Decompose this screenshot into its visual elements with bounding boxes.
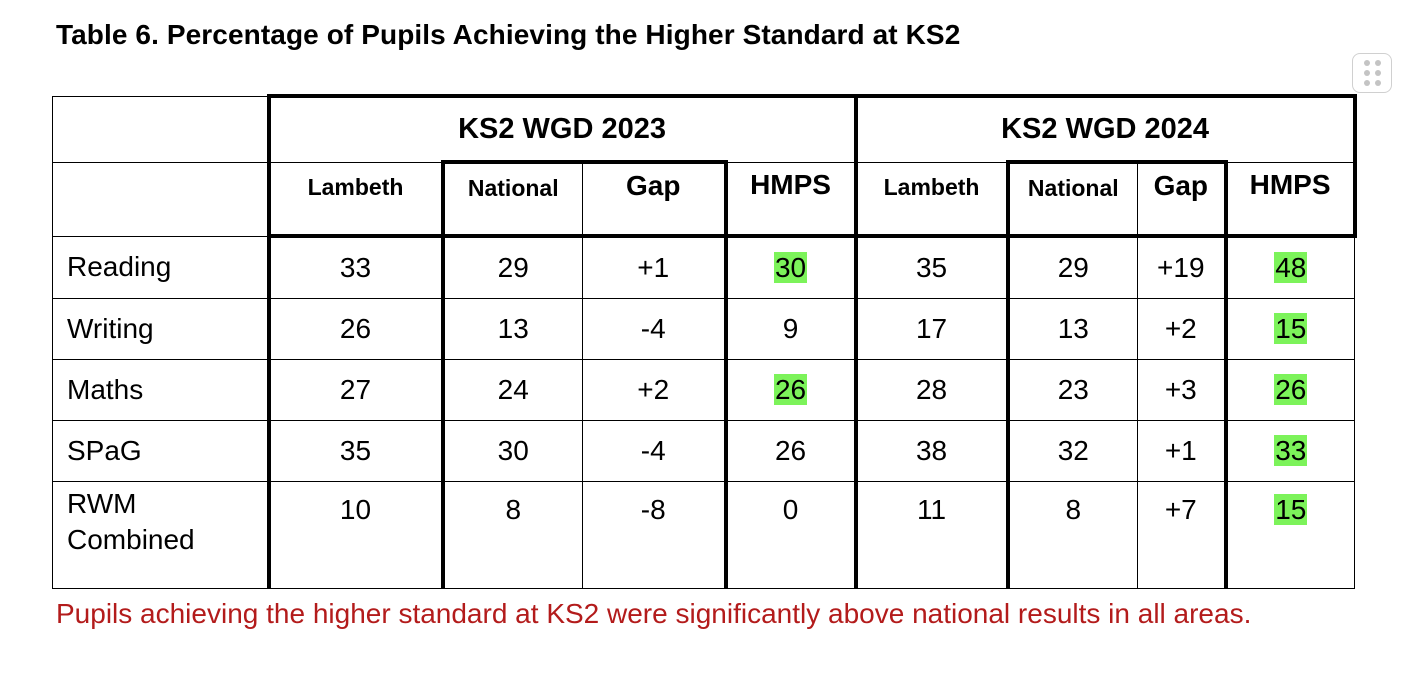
table-row: SPaG 35 30 -4 26 38 32 +1 33	[52, 420, 1356, 482]
drag-handle-icon[interactable]	[1352, 53, 1392, 93]
corner-cell	[52, 95, 269, 163]
cell-gap-2023: -8	[582, 481, 728, 589]
cell-hmps-2023: 26	[724, 420, 858, 482]
cell-gap-2024: +2	[1137, 298, 1228, 360]
cell-lambeth-2023: 10	[266, 481, 443, 589]
cell-lambeth-2024: 11	[855, 481, 1009, 589]
col-gap-2024: Gap	[1137, 160, 1228, 238]
row-label: SPaG	[52, 420, 269, 482]
cell-gap-2024: +3	[1137, 359, 1228, 421]
cell-hmps-2023: 26	[724, 359, 858, 421]
row-label: RWM Combined	[52, 481, 269, 589]
table-row: Reading 33 29 +1 30 35 29 +19 48	[52, 235, 1356, 299]
cell-hmps-2024: 15	[1225, 298, 1356, 360]
table-row: Maths 27 24 +2 26 28 23 +3 26	[52, 359, 1356, 421]
cell-hmps-2024: 15	[1225, 481, 1356, 589]
highlighted-value: 33	[1274, 435, 1308, 466]
cell-national-2024: 8	[1005, 481, 1139, 589]
cell-hmps-2023: 30	[724, 235, 858, 299]
cell-lambeth-2023: 27	[266, 359, 443, 421]
cell-lambeth-2024: 17	[855, 298, 1009, 360]
results-table: KS2 WGD 2023 KS2 WGD 2024 Lambeth Nation…	[52, 94, 1357, 589]
col-gap-2023: Gap	[582, 160, 728, 238]
highlighted-value: 15	[1274, 494, 1308, 525]
cell-lambeth-2024: 28	[855, 359, 1009, 421]
cell-lambeth-2024: 35	[855, 235, 1009, 299]
cell-lambeth-2023: 33	[266, 235, 443, 299]
col-hmps-2024: HMPS	[1225, 161, 1357, 238]
year-header-2023: KS2 WGD 2023	[266, 94, 858, 163]
cell-national-2023: 29	[440, 235, 583, 299]
cell-hmps-2024: 26	[1225, 359, 1356, 421]
cell-national-2024: 29	[1005, 235, 1139, 299]
cell-lambeth-2023: 35	[266, 420, 443, 482]
cell-national-2023: 24	[440, 359, 583, 421]
summary-note: Pupils achieving the higher standard at …	[56, 598, 1252, 629]
row-label: Writing	[52, 298, 269, 360]
col-hmps-2023: HMPS	[724, 161, 858, 238]
highlighted-value: 26	[773, 374, 808, 405]
cell-national-2024: 23	[1005, 359, 1139, 421]
table-row: Writing 26 13 -4 9 17 13 +2 15	[52, 298, 1356, 360]
year-header-row: KS2 WGD 2023 KS2 WGD 2024	[52, 94, 1357, 163]
cell-hmps-2024: 48	[1225, 235, 1356, 299]
cell-lambeth-2024: 38	[855, 420, 1009, 482]
cell-gap-2024: +7	[1137, 481, 1228, 589]
cell-gap-2023: +2	[582, 359, 728, 421]
cell-gap-2023: -4	[582, 298, 728, 360]
table-title: Table 6. Percentage of Pupils Achieving …	[56, 19, 961, 50]
highlighted-value: 30	[773, 252, 808, 283]
cell-gap-2024: +19	[1137, 235, 1228, 299]
cell-gap-2023: -4	[582, 420, 728, 482]
highlighted-value: 26	[1274, 374, 1308, 405]
row-label: Maths	[52, 359, 269, 421]
row-label: Reading	[52, 235, 269, 299]
cell-national-2024: 32	[1005, 420, 1139, 482]
col-national-2024: National	[1005, 160, 1139, 238]
col-national-2023: National	[440, 160, 583, 238]
table-row: RWM Combined 10 8 -8 0 11 8 +7 15	[52, 481, 1356, 589]
cell-hmps-2024: 33	[1225, 420, 1356, 482]
highlighted-value: 48	[1274, 252, 1308, 283]
col-lambeth-2024: Lambeth	[855, 161, 1009, 238]
cell-hmps-2023: 0	[724, 481, 858, 589]
cell-national-2024: 13	[1005, 298, 1139, 360]
col-lambeth-2023: Lambeth	[266, 161, 443, 238]
cell-national-2023: 8	[440, 481, 583, 589]
cell-lambeth-2023: 26	[266, 298, 443, 360]
cell-national-2023: 13	[440, 298, 583, 360]
corner-cell	[52, 161, 269, 237]
cell-hmps-2023: 9	[724, 298, 858, 360]
column-header-row: Lambeth National Gap HMPS Lambeth Nation…	[52, 160, 1357, 238]
year-header-2024: KS2 WGD 2024	[853, 94, 1357, 163]
cell-national-2023: 30	[440, 420, 583, 482]
highlighted-value: 15	[1274, 313, 1308, 344]
cell-gap-2023: +1	[582, 235, 728, 299]
cell-gap-2024: +1	[1137, 420, 1228, 482]
